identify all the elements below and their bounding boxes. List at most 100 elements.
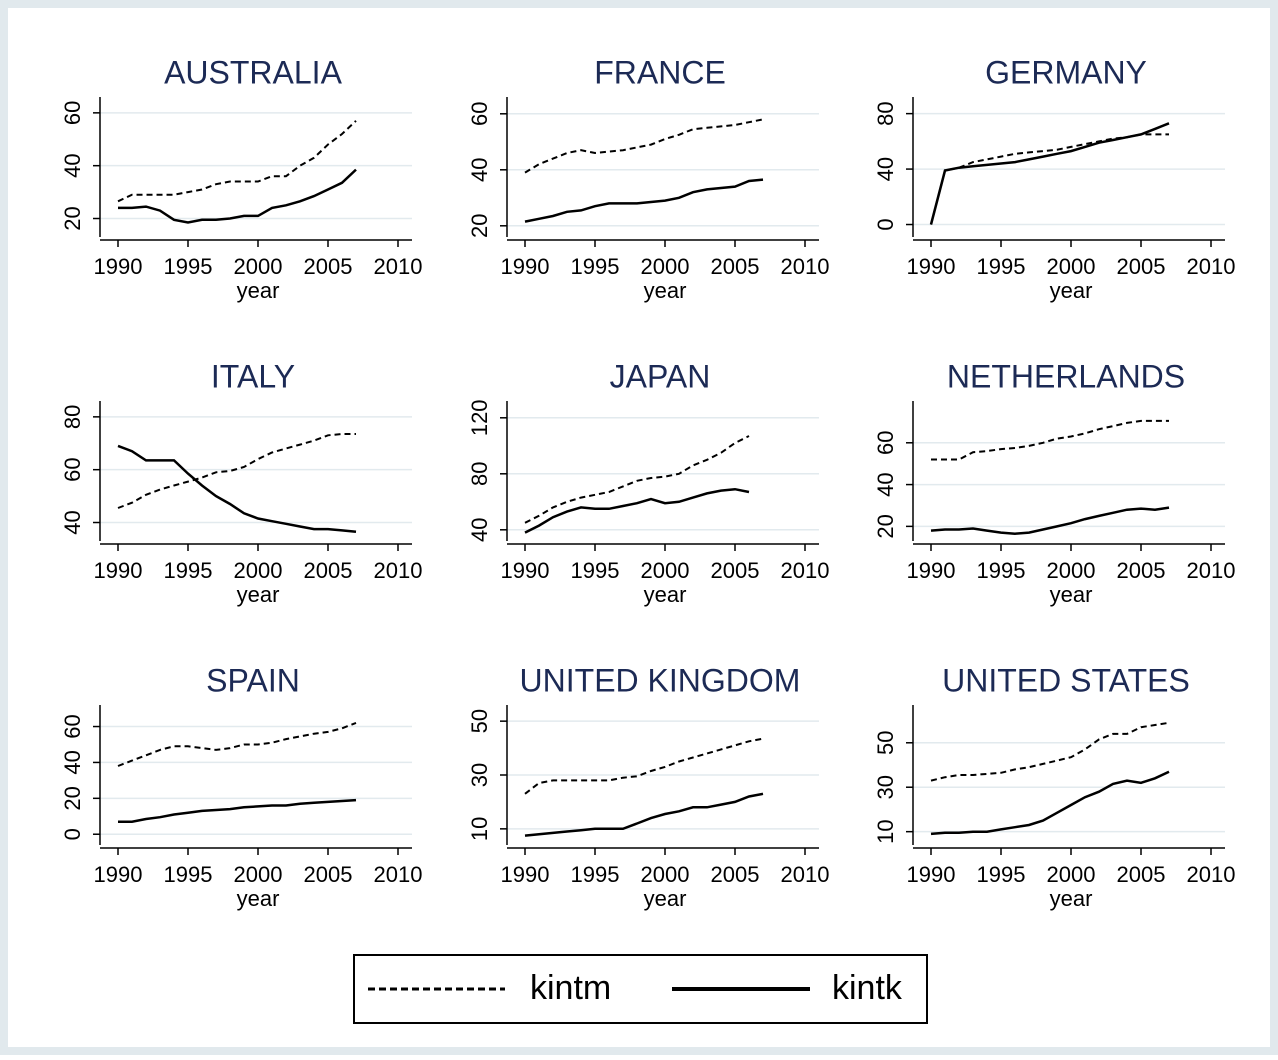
y-tick-label: 30 <box>467 763 492 787</box>
x-tick-label: 2010 <box>781 254 830 279</box>
y-tick-label: 40 <box>873 472 898 496</box>
x-tick-label: 1990 <box>94 254 143 279</box>
plot-area <box>100 705 412 845</box>
x-tick-label: 1995 <box>571 558 620 583</box>
y-tick-label: 80 <box>873 101 898 125</box>
x-tick-label: 2010 <box>374 254 423 279</box>
x-tick-label: 1995 <box>977 862 1026 887</box>
x-tick-label: 2005 <box>1117 558 1166 583</box>
plot-area <box>100 401 412 541</box>
panel-title: NETHERLANDS <box>947 358 1185 394</box>
plot-area <box>913 705 1225 845</box>
x-tick-label: 2000 <box>234 558 283 583</box>
x-tick-label: 2005 <box>304 254 353 279</box>
x-axis-label: year <box>644 886 687 911</box>
x-tick-label: 2000 <box>234 254 283 279</box>
x-tick-label: 1995 <box>571 862 620 887</box>
series-line <box>117 444 357 534</box>
x-axis-label: year <box>1050 278 1093 303</box>
series-line <box>930 770 1170 836</box>
y-tick-label: 40 <box>467 518 492 542</box>
x-tick-label: 1990 <box>907 254 956 279</box>
panel-title: UNITED STATES <box>942 662 1190 698</box>
x-axis-label: year <box>1050 886 1093 911</box>
series-line <box>118 798 357 823</box>
x-tick-label: 1995 <box>164 862 213 887</box>
x-tick-label: 2010 <box>1187 254 1236 279</box>
x-tick-label: 2005 <box>304 862 353 887</box>
x-axis-label: year <box>237 278 280 303</box>
series-line <box>930 506 1170 535</box>
x-tick-label: 2010 <box>781 862 830 887</box>
y-tick-label: 40 <box>60 510 85 534</box>
x-tick-label: 1990 <box>94 558 143 583</box>
series-line <box>117 120 357 203</box>
y-tick-label: 60 <box>60 457 85 481</box>
x-tick-label: 2000 <box>641 862 690 887</box>
series-line <box>930 721 1170 782</box>
y-tick-label: 120 <box>467 399 492 436</box>
plot-area <box>913 401 1225 541</box>
y-tick-label: 60 <box>60 101 85 125</box>
x-tick-label: 2005 <box>1117 862 1166 887</box>
x-tick-label: 2000 <box>641 558 690 583</box>
x-tick-label: 1990 <box>501 254 550 279</box>
x-tick-label: 1990 <box>501 558 550 583</box>
x-tick-label: 2010 <box>1187 862 1236 887</box>
y-tick-label: 0 <box>60 828 85 840</box>
series-line <box>929 122 1170 225</box>
x-tick-label: 2005 <box>711 558 760 583</box>
y-tick-label: 0 <box>873 218 898 230</box>
series-line <box>524 487 750 534</box>
y-tick-label: 60 <box>60 714 85 738</box>
y-tick-label: 20 <box>873 514 898 538</box>
y-tick-label: 50 <box>467 709 492 733</box>
series-line <box>118 168 357 224</box>
y-tick-label: 40 <box>873 157 898 181</box>
y-tick-label: 60 <box>873 431 898 455</box>
y-tick-label: 10 <box>467 817 492 841</box>
y-tick-label: 40 <box>60 153 85 177</box>
x-tick-label: 1995 <box>164 558 213 583</box>
series-line <box>524 178 764 223</box>
x-tick-label: 2005 <box>304 558 353 583</box>
y-tick-label: 20 <box>60 786 85 810</box>
x-tick-label: 2010 <box>781 558 830 583</box>
y-tick-label: 20 <box>60 206 85 230</box>
y-tick-label: 40 <box>60 750 85 774</box>
panel-title: ITALY <box>211 358 295 394</box>
y-tick-label: 40 <box>467 158 492 182</box>
x-tick-label: 1990 <box>907 558 956 583</box>
panel-title: AUSTRALIA <box>164 54 342 90</box>
x-tick-label: 2000 <box>1047 558 1096 583</box>
plot-area <box>507 401 819 541</box>
series-line <box>931 419 1169 461</box>
panel-title: SPAIN <box>206 662 300 698</box>
y-tick-label: 30 <box>873 775 898 799</box>
series-line <box>524 118 764 174</box>
x-tick-label: 2000 <box>1047 254 1096 279</box>
panel-title: UNITED KINGDOM <box>520 662 801 698</box>
legend-label: kintk <box>832 969 903 1007</box>
panel-title: FRANCE <box>594 54 726 90</box>
series-line <box>524 435 750 524</box>
x-tick-label: 1995 <box>164 254 213 279</box>
panel-title: GERMANY <box>985 54 1147 90</box>
x-tick-label: 2000 <box>1047 862 1096 887</box>
x-tick-label: 2005 <box>711 862 760 887</box>
x-tick-label: 2010 <box>1187 558 1236 583</box>
y-tick-label: 50 <box>873 731 898 755</box>
x-tick-label: 2000 <box>641 254 690 279</box>
plot-area <box>100 97 412 237</box>
panel-title: JAPAN <box>610 358 711 394</box>
series-line <box>524 737 764 795</box>
y-tick-label: 10 <box>873 819 898 843</box>
x-tick-label: 1995 <box>977 254 1026 279</box>
x-axis-label: year <box>1050 582 1093 607</box>
y-tick-label: 80 <box>60 405 85 429</box>
x-tick-label: 2005 <box>711 254 760 279</box>
y-tick-label: 60 <box>467 102 492 126</box>
legend-label: kintm <box>530 969 611 1007</box>
x-tick-label: 1990 <box>501 862 550 887</box>
x-axis-label: year <box>644 278 687 303</box>
